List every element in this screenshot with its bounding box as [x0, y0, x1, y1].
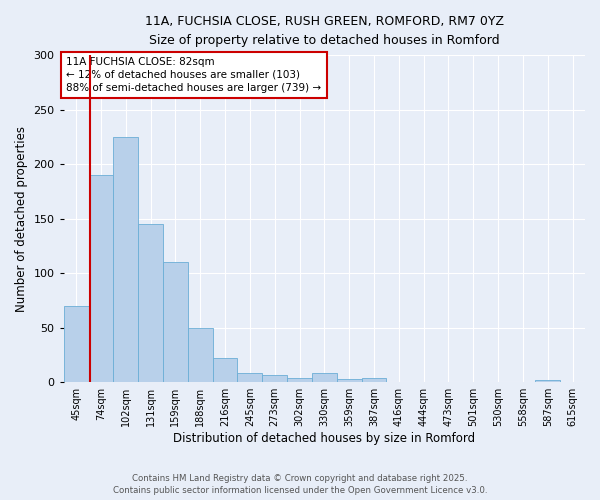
Bar [212, 358, 238, 382]
Bar [238, 374, 262, 382]
Bar [337, 379, 362, 382]
Bar [535, 380, 560, 382]
Text: 11A FUCHSIA CLOSE: 82sqm
← 12% of detached houses are smaller (103)
88% of semi-: 11A FUCHSIA CLOSE: 82sqm ← 12% of detach… [67, 56, 322, 93]
Bar [89, 175, 113, 382]
Bar [287, 378, 312, 382]
Bar [113, 137, 138, 382]
Bar [188, 328, 212, 382]
X-axis label: Distribution of detached houses by size in Romford: Distribution of detached houses by size … [173, 432, 475, 445]
Bar [64, 306, 89, 382]
Y-axis label: Number of detached properties: Number of detached properties [15, 126, 28, 312]
Title: 11A, FUCHSIA CLOSE, RUSH GREEN, ROMFORD, RM7 0YZ
Size of property relative to de: 11A, FUCHSIA CLOSE, RUSH GREEN, ROMFORD,… [145, 15, 504, 47]
Bar [163, 262, 188, 382]
Bar [312, 374, 337, 382]
Bar [262, 374, 287, 382]
Text: Contains HM Land Registry data © Crown copyright and database right 2025.
Contai: Contains HM Land Registry data © Crown c… [113, 474, 487, 495]
Bar [138, 224, 163, 382]
Bar [362, 378, 386, 382]
